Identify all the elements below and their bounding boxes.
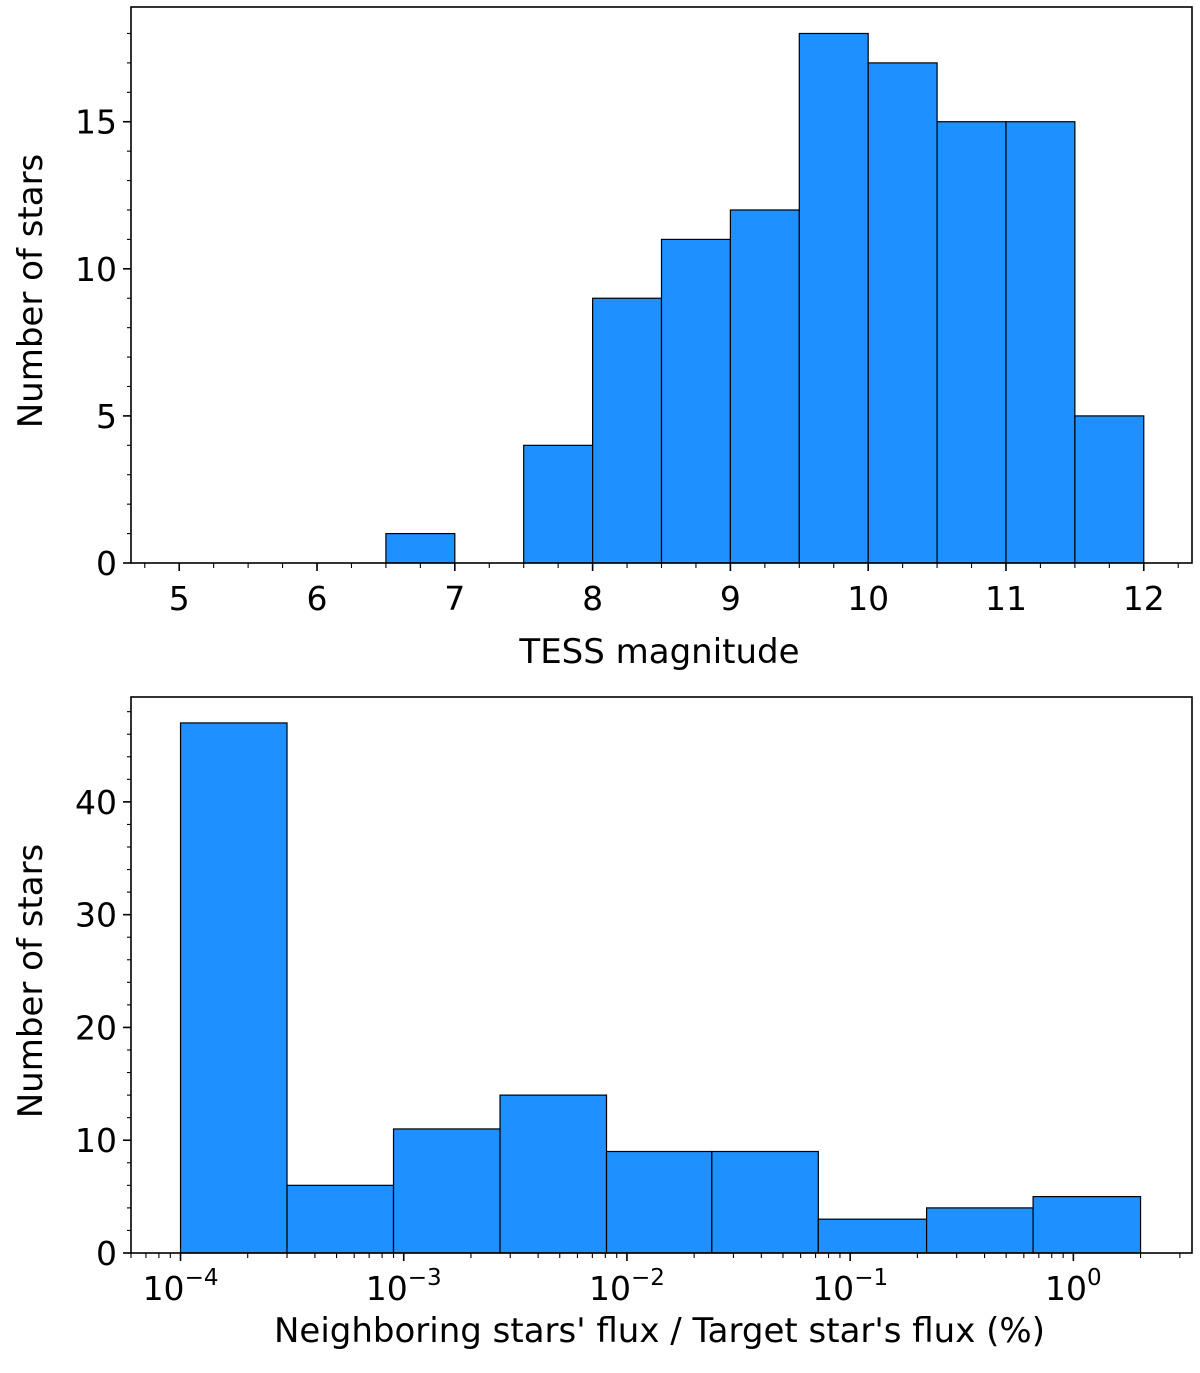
p1-y-tick-label-4: 40 bbox=[75, 783, 117, 822]
p0-y-tick-label-2: 10 bbox=[75, 250, 117, 289]
p0-bar-7 bbox=[867, 62, 938, 564]
p1-bar-7 bbox=[925, 1207, 1034, 1254]
p1-bar-3 bbox=[499, 1094, 608, 1254]
p1-bar-6 bbox=[817, 1218, 928, 1254]
p1-x-tick-label-0: 10−4 bbox=[143, 1265, 219, 1308]
p1-y-axis-label: Number of stars bbox=[11, 844, 51, 1119]
p1-plot-frame bbox=[130, 696, 1193, 1254]
p0-x-tick-label-2: 7 bbox=[444, 579, 465, 618]
p1-bar-0 bbox=[179, 722, 288, 1254]
p0-bar-4 bbox=[660, 238, 732, 564]
p0-bar-2 bbox=[523, 444, 594, 564]
p1-x-tick-label-3: 10−1 bbox=[812, 1265, 888, 1308]
p1-y-tick-label-2: 20 bbox=[75, 1008, 117, 1047]
p0-y-tick-label-1: 5 bbox=[96, 397, 117, 436]
p1-bar-5 bbox=[711, 1150, 819, 1254]
p1-bar-8 bbox=[1032, 1196, 1142, 1254]
p0-x-axis-label: TESS magnitude bbox=[518, 632, 799, 672]
p0-bar-8 bbox=[936, 121, 1007, 564]
p0-x-tick-label-1: 6 bbox=[307, 579, 328, 618]
p1-bar-4 bbox=[605, 1150, 713, 1254]
p0-bar-5 bbox=[729, 209, 800, 564]
tess-magnitude-histogram: 0 5 10 15 5 6 7 8 9 10 11 12 TESS magnitude Number of… bbox=[11, 6, 1193, 672]
p0-bar-3 bbox=[591, 297, 663, 564]
p0-y-tick-label-0: 0 bbox=[96, 544, 117, 583]
p1-x-tick-label-1: 10−3 bbox=[366, 1265, 442, 1308]
p1-x-axis-label: Neighboring stars' flux / Target star's … bbox=[274, 1311, 1045, 1351]
p0-x-tick-label-7: 12 bbox=[1123, 579, 1165, 618]
p1-y-tick-label-3: 30 bbox=[75, 896, 117, 935]
p1-x-tick-label-2: 10−2 bbox=[589, 1265, 665, 1308]
p0-y-tick-label-3: 15 bbox=[75, 103, 117, 142]
p0-x-tick-label-4: 9 bbox=[720, 579, 741, 618]
p0-bar-0 bbox=[385, 532, 456, 564]
p1-bar-1 bbox=[286, 1184, 395, 1254]
flux-ratio-histogram: 0 10 20 30 40 10−4 10−3 10−2 10−1 100Neighboring … bbox=[11, 696, 1193, 1351]
p1-y-tick-label-0: 0 bbox=[96, 1234, 117, 1273]
p0-x-tick-label-0: 5 bbox=[169, 579, 190, 618]
p1-x-tick-label-4: 100 bbox=[1045, 1265, 1102, 1308]
p0-bar-6 bbox=[798, 32, 869, 564]
p0-bar-9 bbox=[1005, 121, 1076, 564]
p0-x-tick-label-5: 10 bbox=[847, 579, 889, 618]
p0-y-axis-label: Number of stars bbox=[11, 154, 51, 429]
p0-x-tick-label-3: 8 bbox=[582, 579, 603, 618]
p1-y-tick-label-1: 10 bbox=[75, 1121, 117, 1160]
p0-x-tick-label-6: 11 bbox=[985, 579, 1027, 618]
p0-bar-10 bbox=[1074, 415, 1145, 564]
p1-bar-2 bbox=[392, 1128, 501, 1254]
